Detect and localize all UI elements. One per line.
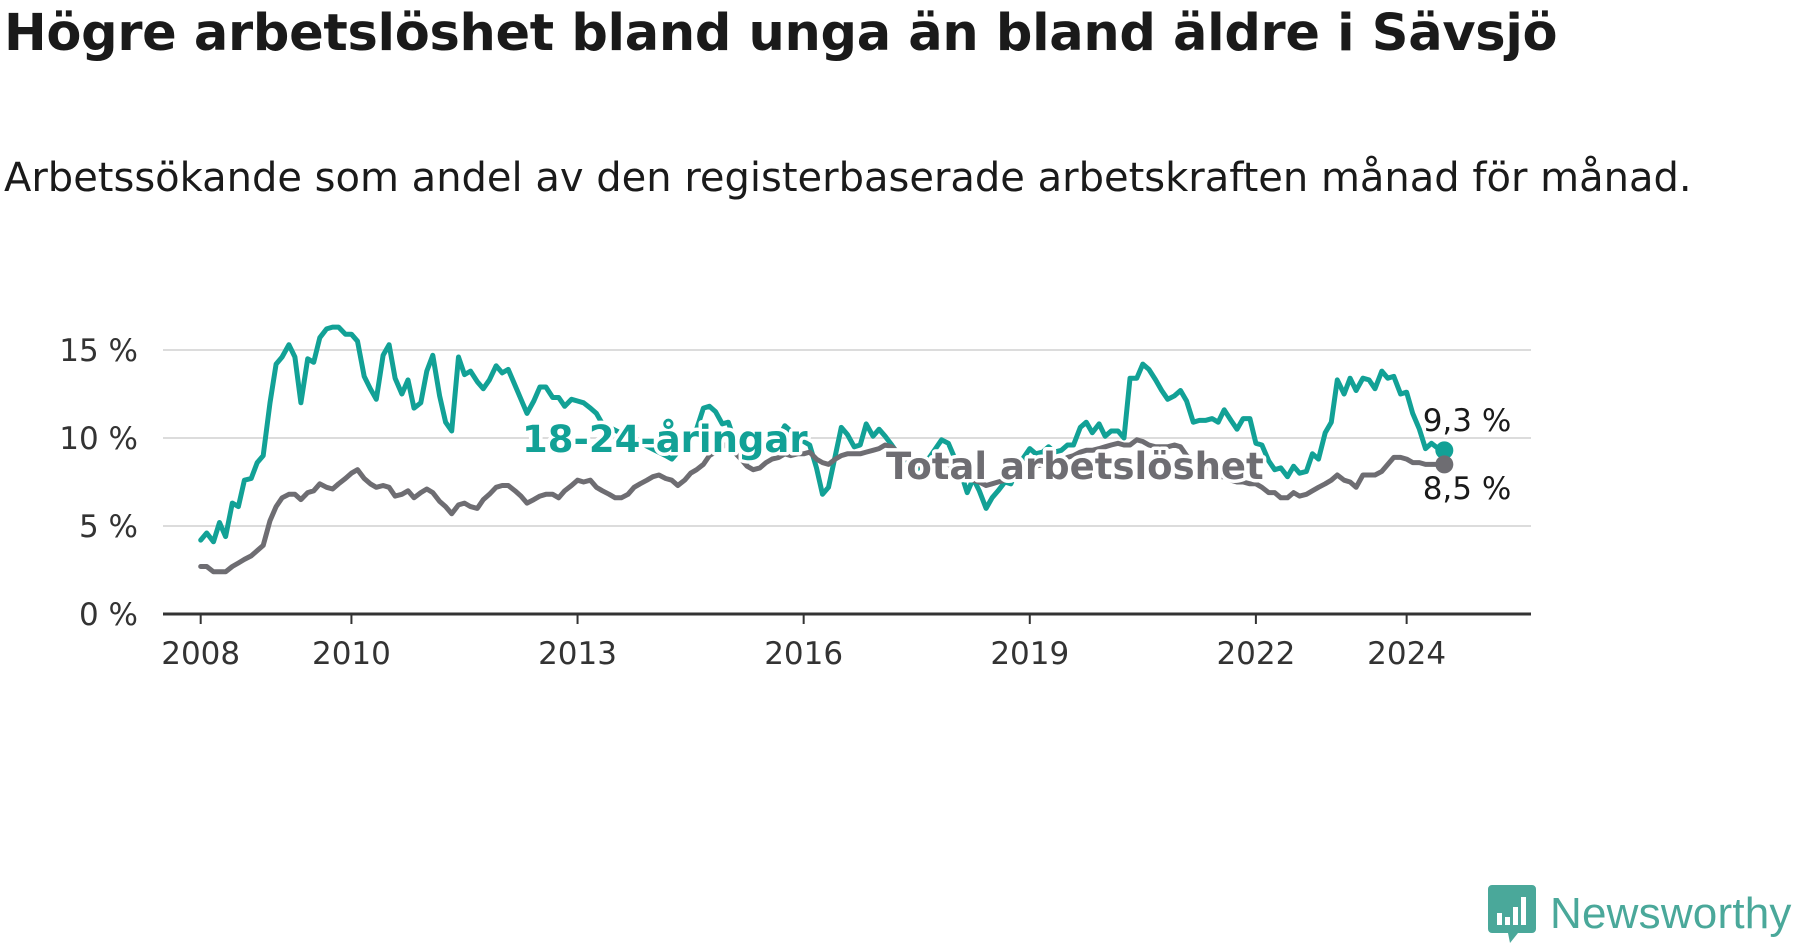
chart-subtitle: Arbetssökande som andel av den registerb… <box>4 155 1692 201</box>
y-tick-label: 5 % <box>79 509 138 545</box>
y-tick-label: 0 % <box>79 597 138 633</box>
newsworthy-chart-bubble-icon <box>1488 885 1536 943</box>
x-tick-label: 2022 <box>1216 636 1295 672</box>
x-tick-label: 2016 <box>764 636 843 672</box>
annotations: 18-24-åringar Total arbetslöshet 9,3 % 8,5 … <box>519 400 1515 510</box>
series-label-youth: 18-24-åringar <box>522 418 808 461</box>
x-axis: 2008 2010 2013 2016 2019 2022 2024 <box>161 612 1531 672</box>
x-tick-label: 2024 <box>1367 636 1446 672</box>
end-label-total: 8,5 % <box>1423 471 1512 507</box>
y-tick-label: 10 % <box>59 421 138 457</box>
end-label-youth: 9,3 % <box>1423 403 1512 439</box>
series-line-total <box>198 437 1447 575</box>
series-label-total: Total arbetslöshet <box>886 445 1264 488</box>
x-tick-label: 2008 <box>161 636 240 672</box>
series-lines <box>198 324 1447 575</box>
chart-title: Högre arbetslöshet bland unga än bland ä… <box>4 4 1558 63</box>
x-tick-label: 2013 <box>538 636 617 672</box>
y-tick-label: 15 % <box>59 333 138 369</box>
brand-logo: Newsworthy <box>1488 884 1792 944</box>
end-marker-youth <box>1435 441 1454 460</box>
series-line-youth <box>198 324 1447 545</box>
gridlines: 0 % 5 % 10 % 15 % <box>59 333 1531 633</box>
brand-name: Newsworthy <box>1550 889 1792 938</box>
x-tick-label: 2010 <box>312 636 391 672</box>
x-tick-label: 2019 <box>990 636 1069 672</box>
end-marker-total <box>1435 455 1454 474</box>
